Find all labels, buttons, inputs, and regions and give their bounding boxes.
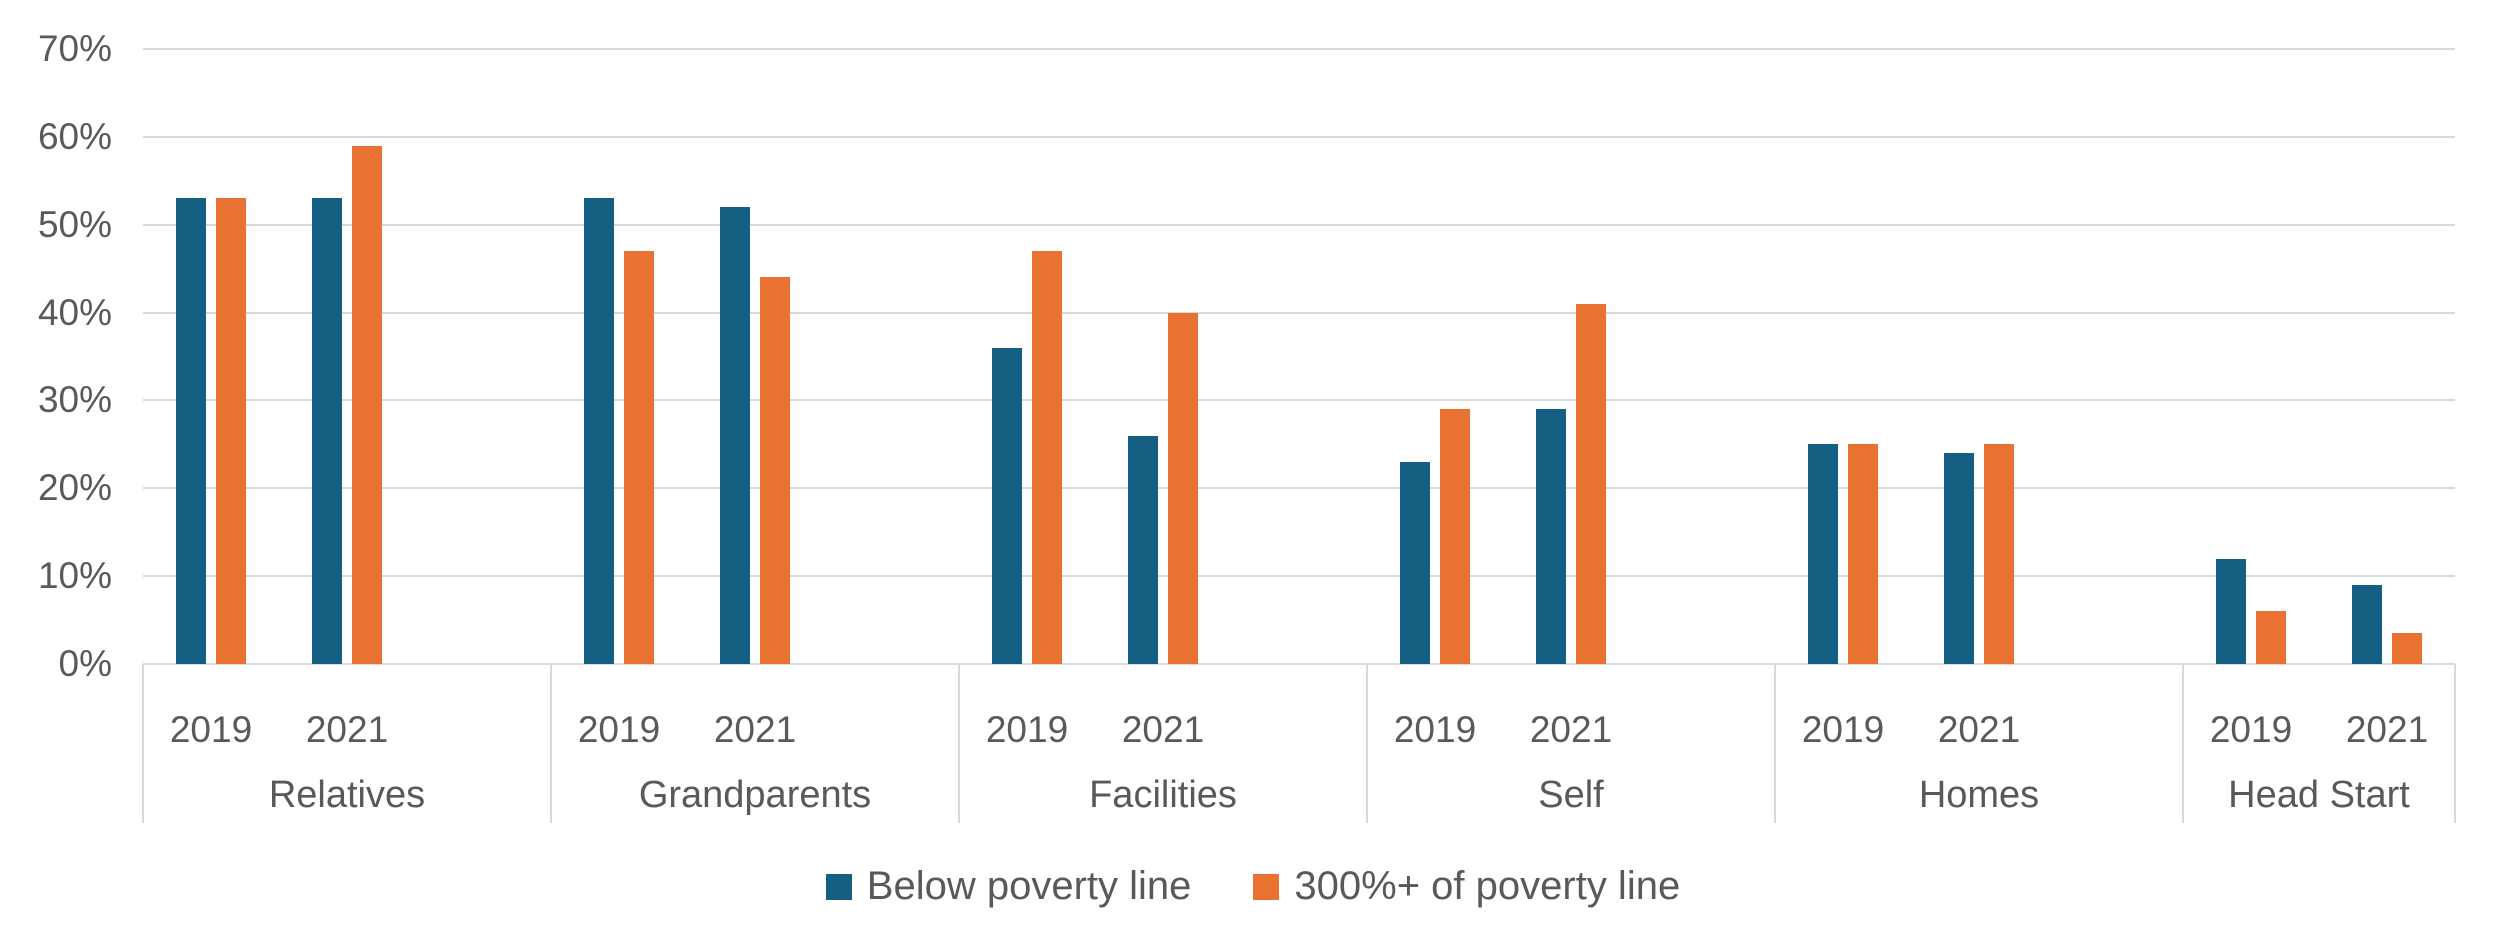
x-axis-year-label: 2019 [1393, 709, 1477, 750]
gridline [143, 47, 2455, 50]
category-divider [2454, 664, 2456, 823]
y-axis-tick-label: 10% [37, 555, 112, 597]
x-axis-year-label: 2019 [169, 709, 253, 750]
bar-300-of-poverty-line [1440, 409, 1470, 664]
bar-300-of-poverty-line [2256, 611, 2286, 664]
bar-below-poverty-line [584, 198, 614, 664]
x-axis-year-label: 2019 [577, 709, 661, 750]
legend: Below poverty line 300%+ of poverty line [0, 864, 2506, 909]
y-axis-tick-label: 70% [37, 27, 112, 69]
x-axis-year-label: 2019 [985, 709, 1069, 750]
gridline [143, 487, 2455, 490]
bar-300-of-poverty-line [1984, 444, 2014, 664]
x-axis-year-label: 2021 [1529, 709, 1613, 750]
category-divider [142, 664, 144, 823]
x-axis-year-label: 2021 [2345, 709, 2429, 750]
bar-300-of-poverty-line [1032, 251, 1062, 664]
y-axis-tick-label: 60% [37, 115, 112, 157]
legend-swatch-below-poverty-line [825, 873, 852, 900]
bar-below-poverty-line [1400, 461, 1430, 664]
x-axis-year-label: 2021 [1937, 709, 2021, 750]
bar-300-of-poverty-line [624, 251, 654, 664]
bar-below-poverty-line [992, 347, 1022, 664]
x-axis-line [143, 663, 2455, 665]
gridline [143, 311, 2455, 314]
category-divider [958, 664, 960, 823]
bar-300-of-poverty-line [1576, 303, 1606, 664]
category-divider [550, 664, 552, 823]
legend-item-300-plus-poverty-line: 300%+ of poverty line [1253, 864, 1680, 909]
legend-swatch-300-plus-poverty-line [1253, 873, 1280, 900]
y-axis-tick-label: 0% [58, 643, 112, 684]
x-axis-year-label: 2021 [713, 709, 797, 750]
bar-below-poverty-line [1536, 409, 1566, 664]
x-axis-category-label: Self [1538, 774, 1604, 816]
bar-below-poverty-line [1128, 435, 1158, 664]
x-axis-year-label: 2019 [1801, 709, 1885, 750]
bar-300-of-poverty-line [1848, 444, 1878, 664]
y-axis-tick-label: 50% [37, 203, 112, 245]
bar-below-poverty-line [312, 198, 342, 664]
gridline [143, 575, 2455, 578]
bar-below-poverty-line [1808, 444, 1838, 664]
y-axis-tick-label: 30% [37, 379, 112, 421]
x-axis-category-label: Head Start [2228, 774, 2410, 816]
y-axis-tick-label: 20% [37, 467, 112, 509]
y-axis-tick-label: 40% [37, 291, 112, 333]
bar-300-of-poverty-line [760, 277, 790, 664]
bar-below-poverty-line [1944, 453, 1974, 664]
bar-300-of-poverty-line [2392, 633, 2422, 664]
gridline [143, 223, 2455, 226]
x-axis-year-label: 2021 [1121, 709, 1205, 750]
bar-below-poverty-line [2352, 584, 2382, 664]
x-axis-category-label: Homes [1918, 774, 2040, 816]
gridline [143, 399, 2455, 402]
gridline [143, 135, 2455, 138]
bar-300-of-poverty-line [352, 145, 382, 664]
bar-300-of-poverty-line [216, 198, 246, 664]
x-axis-year-label: 2019 [2209, 709, 2293, 750]
x-axis-category-label: Relatives [268, 774, 426, 816]
category-divider [1366, 664, 1368, 823]
bar-below-poverty-line [2216, 558, 2246, 664]
legend-item-below-poverty-line: Below poverty line [825, 864, 1192, 909]
bar-below-poverty-line [176, 198, 206, 664]
bar-300-of-poverty-line [1168, 312, 1198, 664]
x-axis-category-label: Grandparents [638, 774, 872, 816]
legend-label: 300%+ of poverty line [1294, 864, 1681, 908]
bar-below-poverty-line [720, 207, 750, 664]
category-divider [2182, 664, 2184, 823]
x-axis-year-label: 2021 [305, 709, 389, 750]
legend-label: Below poverty line [866, 864, 1192, 908]
x-axis-category-label: Facilities [1089, 774, 1237, 816]
category-divider [1774, 664, 1776, 823]
